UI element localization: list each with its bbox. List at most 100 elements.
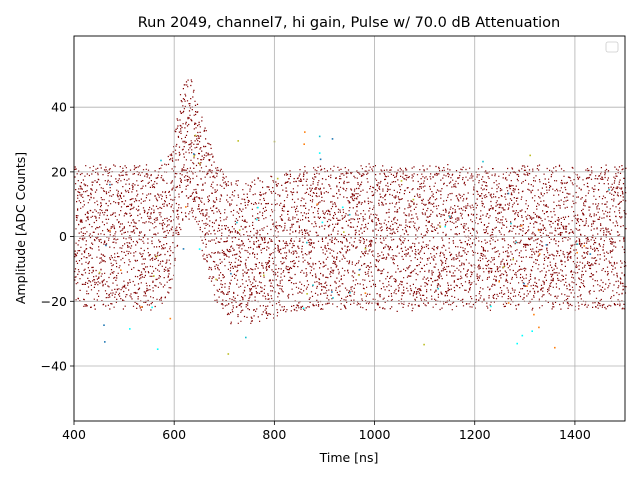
outlier-point (120, 269, 122, 271)
outlier-point (306, 241, 308, 244)
outlier-point (507, 302, 510, 304)
outlier-point (332, 297, 334, 299)
outlier-point (263, 274, 265, 277)
outlier-point (515, 241, 518, 244)
outlier-point (230, 272, 232, 275)
outlier-point (545, 244, 548, 246)
chart-title: Run 2049, channel7, hi gain, Pulse w/ 70… (138, 15, 561, 31)
x-tick-label: 400 (62, 427, 86, 442)
x-axis-label: Time [ns] (319, 450, 379, 465)
outlier-point (538, 253, 541, 255)
outlier-point (331, 291, 333, 293)
outlier-point (343, 231, 345, 233)
outlier-point (227, 353, 230, 355)
outlier-point (533, 313, 535, 316)
outlier-point (321, 221, 324, 224)
outlier-point (576, 243, 579, 245)
outlier-point (538, 326, 540, 329)
outlier-point (523, 282, 525, 285)
outlier-point (576, 251, 578, 254)
outlier-point (589, 253, 592, 255)
outlier-point (276, 177, 279, 180)
outlier-point (215, 278, 217, 281)
outlier-point (155, 255, 158, 258)
outlier-point (319, 158, 322, 161)
x-tick-label: 1200 (459, 427, 491, 442)
outlier-point (304, 131, 306, 133)
outlier-point (318, 135, 321, 138)
outlier-point (103, 324, 105, 326)
outlier-point (449, 215, 451, 218)
outlier-point (554, 346, 556, 349)
x-axis-ticks: 400 600 800 1000 1200 1400 (62, 421, 591, 442)
outlier-point (193, 153, 195, 155)
outlier-point (526, 285, 528, 287)
outlier-point (194, 134, 197, 137)
outlier-point (257, 206, 259, 209)
outlier-point (531, 330, 533, 332)
y-axis-label: Amplitude [ADC Counts] (13, 152, 28, 304)
outlier-point (400, 180, 403, 182)
outlier-point (490, 305, 492, 308)
outlier-point (199, 162, 201, 165)
outlier-point (140, 306, 143, 308)
data-points (74, 79, 627, 355)
outlier-point (439, 225, 442, 228)
outlier-point (185, 206, 187, 208)
outlier-point (498, 280, 500, 283)
outlier-point (510, 222, 512, 225)
outlier-point (182, 248, 185, 250)
outlier-point (316, 203, 319, 205)
outlier-point (516, 342, 518, 345)
outlier-point (507, 192, 510, 195)
outlier-point (364, 247, 367, 250)
outlier-point (444, 225, 446, 228)
outlier-point (357, 274, 360, 276)
outlier-point (193, 155, 195, 157)
outlier-point (256, 218, 258, 221)
outlier-point (169, 317, 172, 320)
y-tick-label: 0 (59, 229, 67, 244)
outlier-point (109, 229, 111, 232)
outlier-point (151, 306, 153, 309)
outlier-point (245, 336, 247, 339)
outlier-point (156, 348, 159, 350)
x-tick-label: 1000 (359, 427, 391, 442)
legend-box (605, 41, 619, 53)
outlier-point (608, 188, 610, 191)
outlier-point (105, 244, 107, 247)
outlier-point (520, 225, 523, 227)
outlier-point (236, 221, 238, 224)
outlier-point (98, 271, 101, 274)
outlier-point (358, 269, 361, 271)
outlier-point (529, 154, 531, 157)
plot-frame (73, 35, 626, 422)
outlier-point (341, 206, 344, 209)
outlier-point (109, 183, 111, 186)
outlier-point (303, 143, 305, 145)
outlier-point (364, 292, 367, 294)
y-tick-label: −20 (41, 294, 67, 309)
outlier-point (238, 229, 241, 231)
outlier-point (348, 213, 351, 216)
x-tick-label: 800 (262, 427, 286, 442)
y-tick-label: 40 (51, 100, 67, 115)
outlier-point (512, 258, 514, 261)
outlier-point (198, 248, 201, 250)
outlier-point (502, 266, 505, 268)
outlier-point (153, 275, 155, 277)
x-tick-label: 600 (162, 427, 186, 442)
outlier-point (306, 293, 308, 295)
outlier-point (412, 198, 415, 201)
outlier-point (583, 245, 586, 247)
outlier-point (318, 152, 321, 154)
outlier-point (349, 291, 351, 294)
outlier-point (302, 307, 305, 310)
outlier-point (160, 159, 162, 162)
y-axis-ticks: −40 −20 0 20 40 (41, 100, 74, 374)
outlier-point (237, 140, 239, 142)
x-tick-label: 1400 (559, 427, 591, 442)
outlier-point (423, 343, 425, 346)
